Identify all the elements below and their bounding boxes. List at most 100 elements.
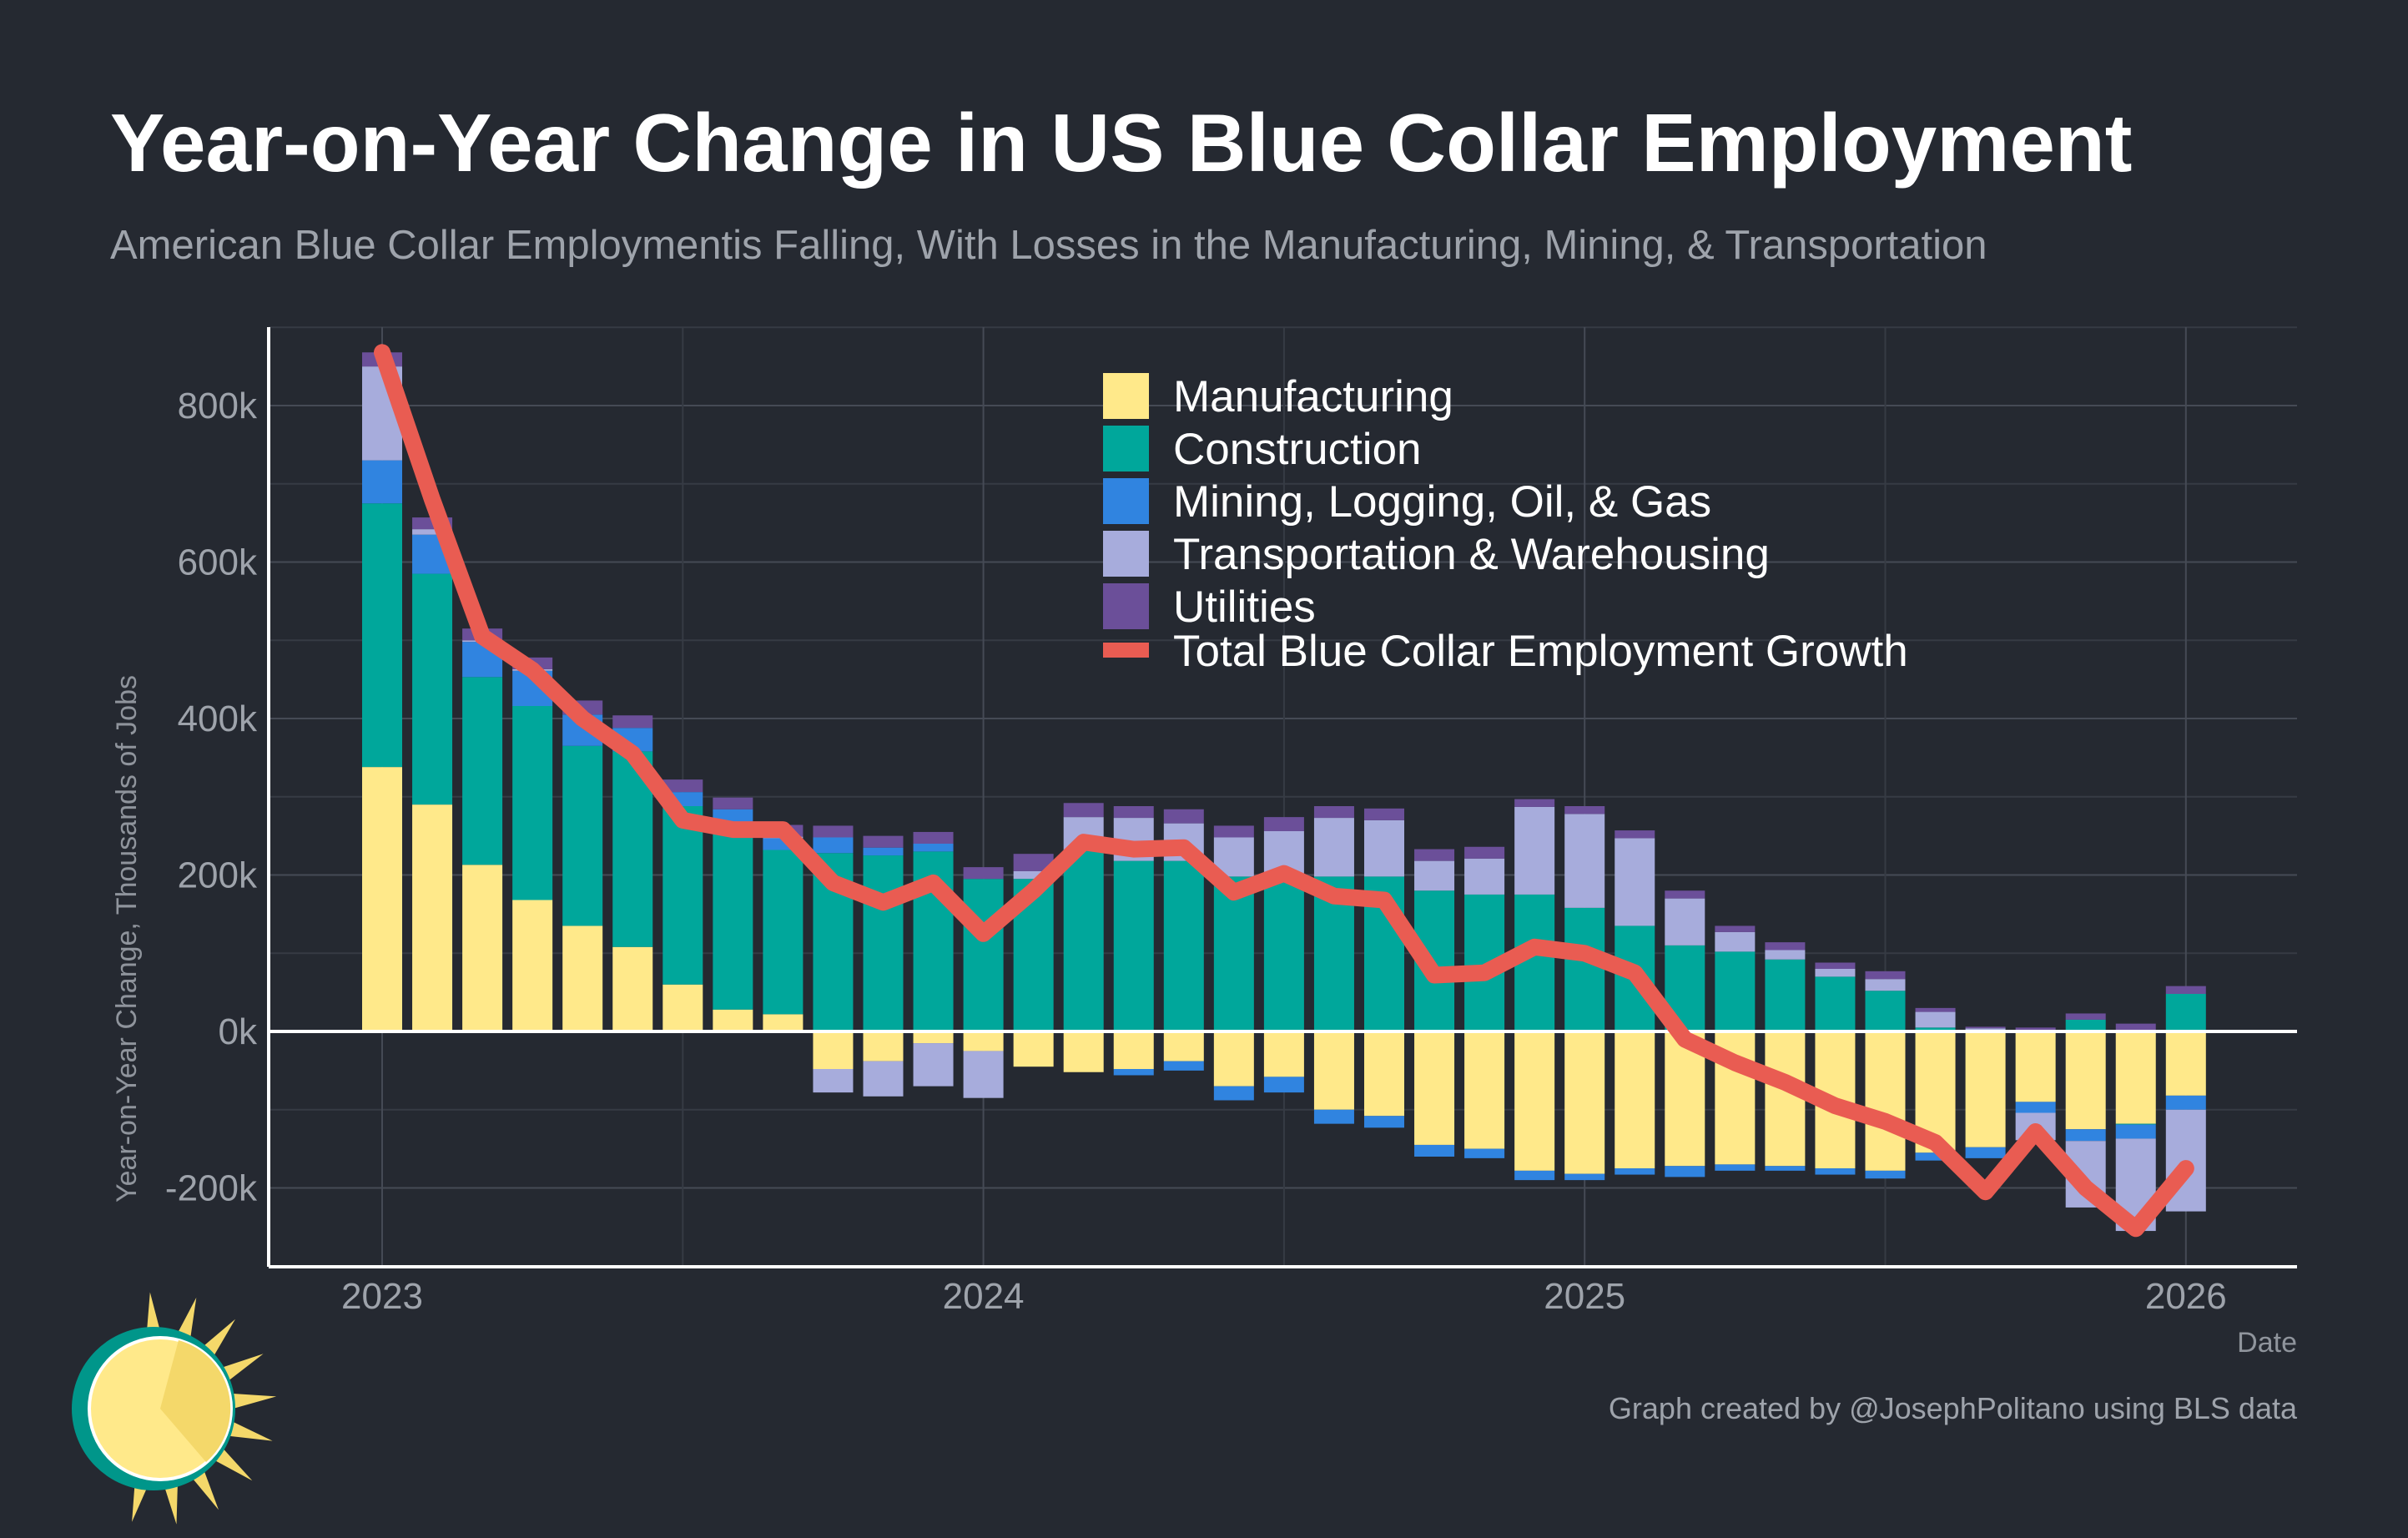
bar-segment-1 [1915,1027,1956,1031]
bar-segment-0 [1113,1031,1154,1069]
bar-segment-3 [963,1051,1004,1098]
bar-segment-4 [1464,846,1505,859]
bar-segment-0 [2165,1031,2206,1096]
bar-segment-4 [2165,986,2206,994]
bar-segment-2 [1915,1152,1956,1161]
bar-segment-2 [813,837,854,854]
bar-segment-1 [1865,991,1906,1031]
bar-segment-3 [1715,931,1756,952]
bar-segment-2 [1965,1147,2006,1158]
sun-ray [221,1418,273,1441]
bar-segment-4 [1113,806,1154,819]
legend-swatch-line [1103,643,1149,658]
bar-segment-1 [863,855,904,1031]
bar-segment-4 [1564,806,1605,814]
y-tick-label: -200k [165,1168,258,1209]
bar-segment-0 [362,767,402,1031]
bar-segment-0 [1514,1031,1555,1171]
bar-segment-2 [863,847,904,856]
bar-segment-4 [1865,971,1906,980]
bar-segment-3 [1013,870,1054,880]
bar-segment-3 [1865,979,1906,991]
bar-segment-4 [1213,825,1254,838]
bar-segment-1 [1113,860,1154,1031]
bar-segment-2 [1514,1170,1555,1181]
bar-segment-4 [963,867,1004,880]
bar-segment-4 [662,779,703,793]
bar-segment-4 [1915,1007,1956,1012]
bar-segment-0 [1615,1031,1655,1169]
y-tick-labels: 800k 600k 400k 200k 0k -200k [165,386,258,1209]
bar-segment-4 [1965,1026,2006,1029]
bar-segment-0 [562,925,603,1031]
bar-segment-2 [362,460,402,504]
bar-segment-4 [1665,890,1705,899]
bar-segment-0 [662,984,703,1031]
axes [267,327,2297,1268]
bar-segment-2 [1665,1166,1705,1177]
bar-segment-4 [1615,830,1655,839]
legend-swatch [1103,373,1149,419]
y-tick-label: 200k [178,855,258,896]
legend-swatch [1103,583,1149,629]
bar-segment-0 [713,1009,753,1031]
bar-segment-3 [1313,818,1354,877]
bar-segment-0 [1263,1031,1304,1077]
bar-segment-2 [1213,1086,1254,1101]
total-growth-line [374,344,2194,1238]
bar-segment-3 [1564,814,1605,908]
bar-segment-2 [2065,1129,2106,1142]
bar-segment-0 [2065,1031,2106,1130]
bar-segment-0 [913,1031,954,1044]
bar-segment-4 [1163,809,1204,824]
bar-segment-4 [2015,1027,2056,1031]
bar-segment-2 [913,844,954,852]
sun-shade [160,1340,231,1462]
sun-logo [72,1292,277,1525]
x-tick-label: 2024 [943,1276,1025,1317]
bar-segment-0 [1213,1031,1254,1087]
bar-segment-3 [1514,806,1555,895]
bar-segment-4 [2115,1023,2156,1031]
x-tick-label: 2023 [341,1276,423,1317]
bar-segment-4 [1364,808,1404,820]
bar-segment-4 [1815,962,1856,969]
x-tick-label: 2025 [1544,1276,1625,1317]
total-line [374,344,2194,1238]
bar-segment-3 [1364,819,1404,877]
bar-segment-1 [963,879,1004,1031]
y-tick-label: 400k [178,698,258,739]
bar-segment-1 [2065,1019,2106,1031]
legend-swatch [1103,426,1149,471]
bar-segment-2 [1113,1069,1154,1076]
legend-label: Transportation & Warehousing [1173,530,1770,579]
bar-segment-0 [512,900,553,1031]
x-tick-label: 2026 [2145,1276,2227,1317]
bar-segment-2 [1815,1168,1856,1175]
bar-segment-2 [1715,1164,1756,1171]
legend-label: Construction [1173,425,1422,474]
bar-segment-4 [813,825,854,838]
bar-segment-3 [1615,838,1655,926]
bar-segment-2 [1564,1173,1605,1181]
bar-segment-4 [1263,817,1304,831]
bar-segment-1 [763,850,804,1015]
bar-segment-2 [1263,1077,1304,1093]
bar-segment-1 [1564,907,1605,1031]
bar-segment-2 [1464,1148,1505,1158]
bar-segment-1 [1063,850,1104,1031]
bar-segment-0 [1364,1031,1404,1117]
bar-segment-2 [1765,1166,1806,1171]
bar-segment-1 [1715,951,1756,1031]
bar-segment-2 [2115,1124,2156,1139]
bar-segment-1 [1765,959,1806,1031]
bar-segment-0 [1464,1031,1505,1149]
legend-label: Total Blue Collar Employment Growth [1173,627,1908,676]
bar-segment-3 [913,1043,954,1087]
legend-label: Mining, Logging, Oil, & Gas [1173,477,1711,527]
caption: Graph created by @JosephPolitano using B… [1609,1391,2298,1425]
bar-segment-0 [1414,1031,1455,1145]
bar-segment-4 [1765,942,1806,951]
bar-segment-0 [462,865,503,1031]
